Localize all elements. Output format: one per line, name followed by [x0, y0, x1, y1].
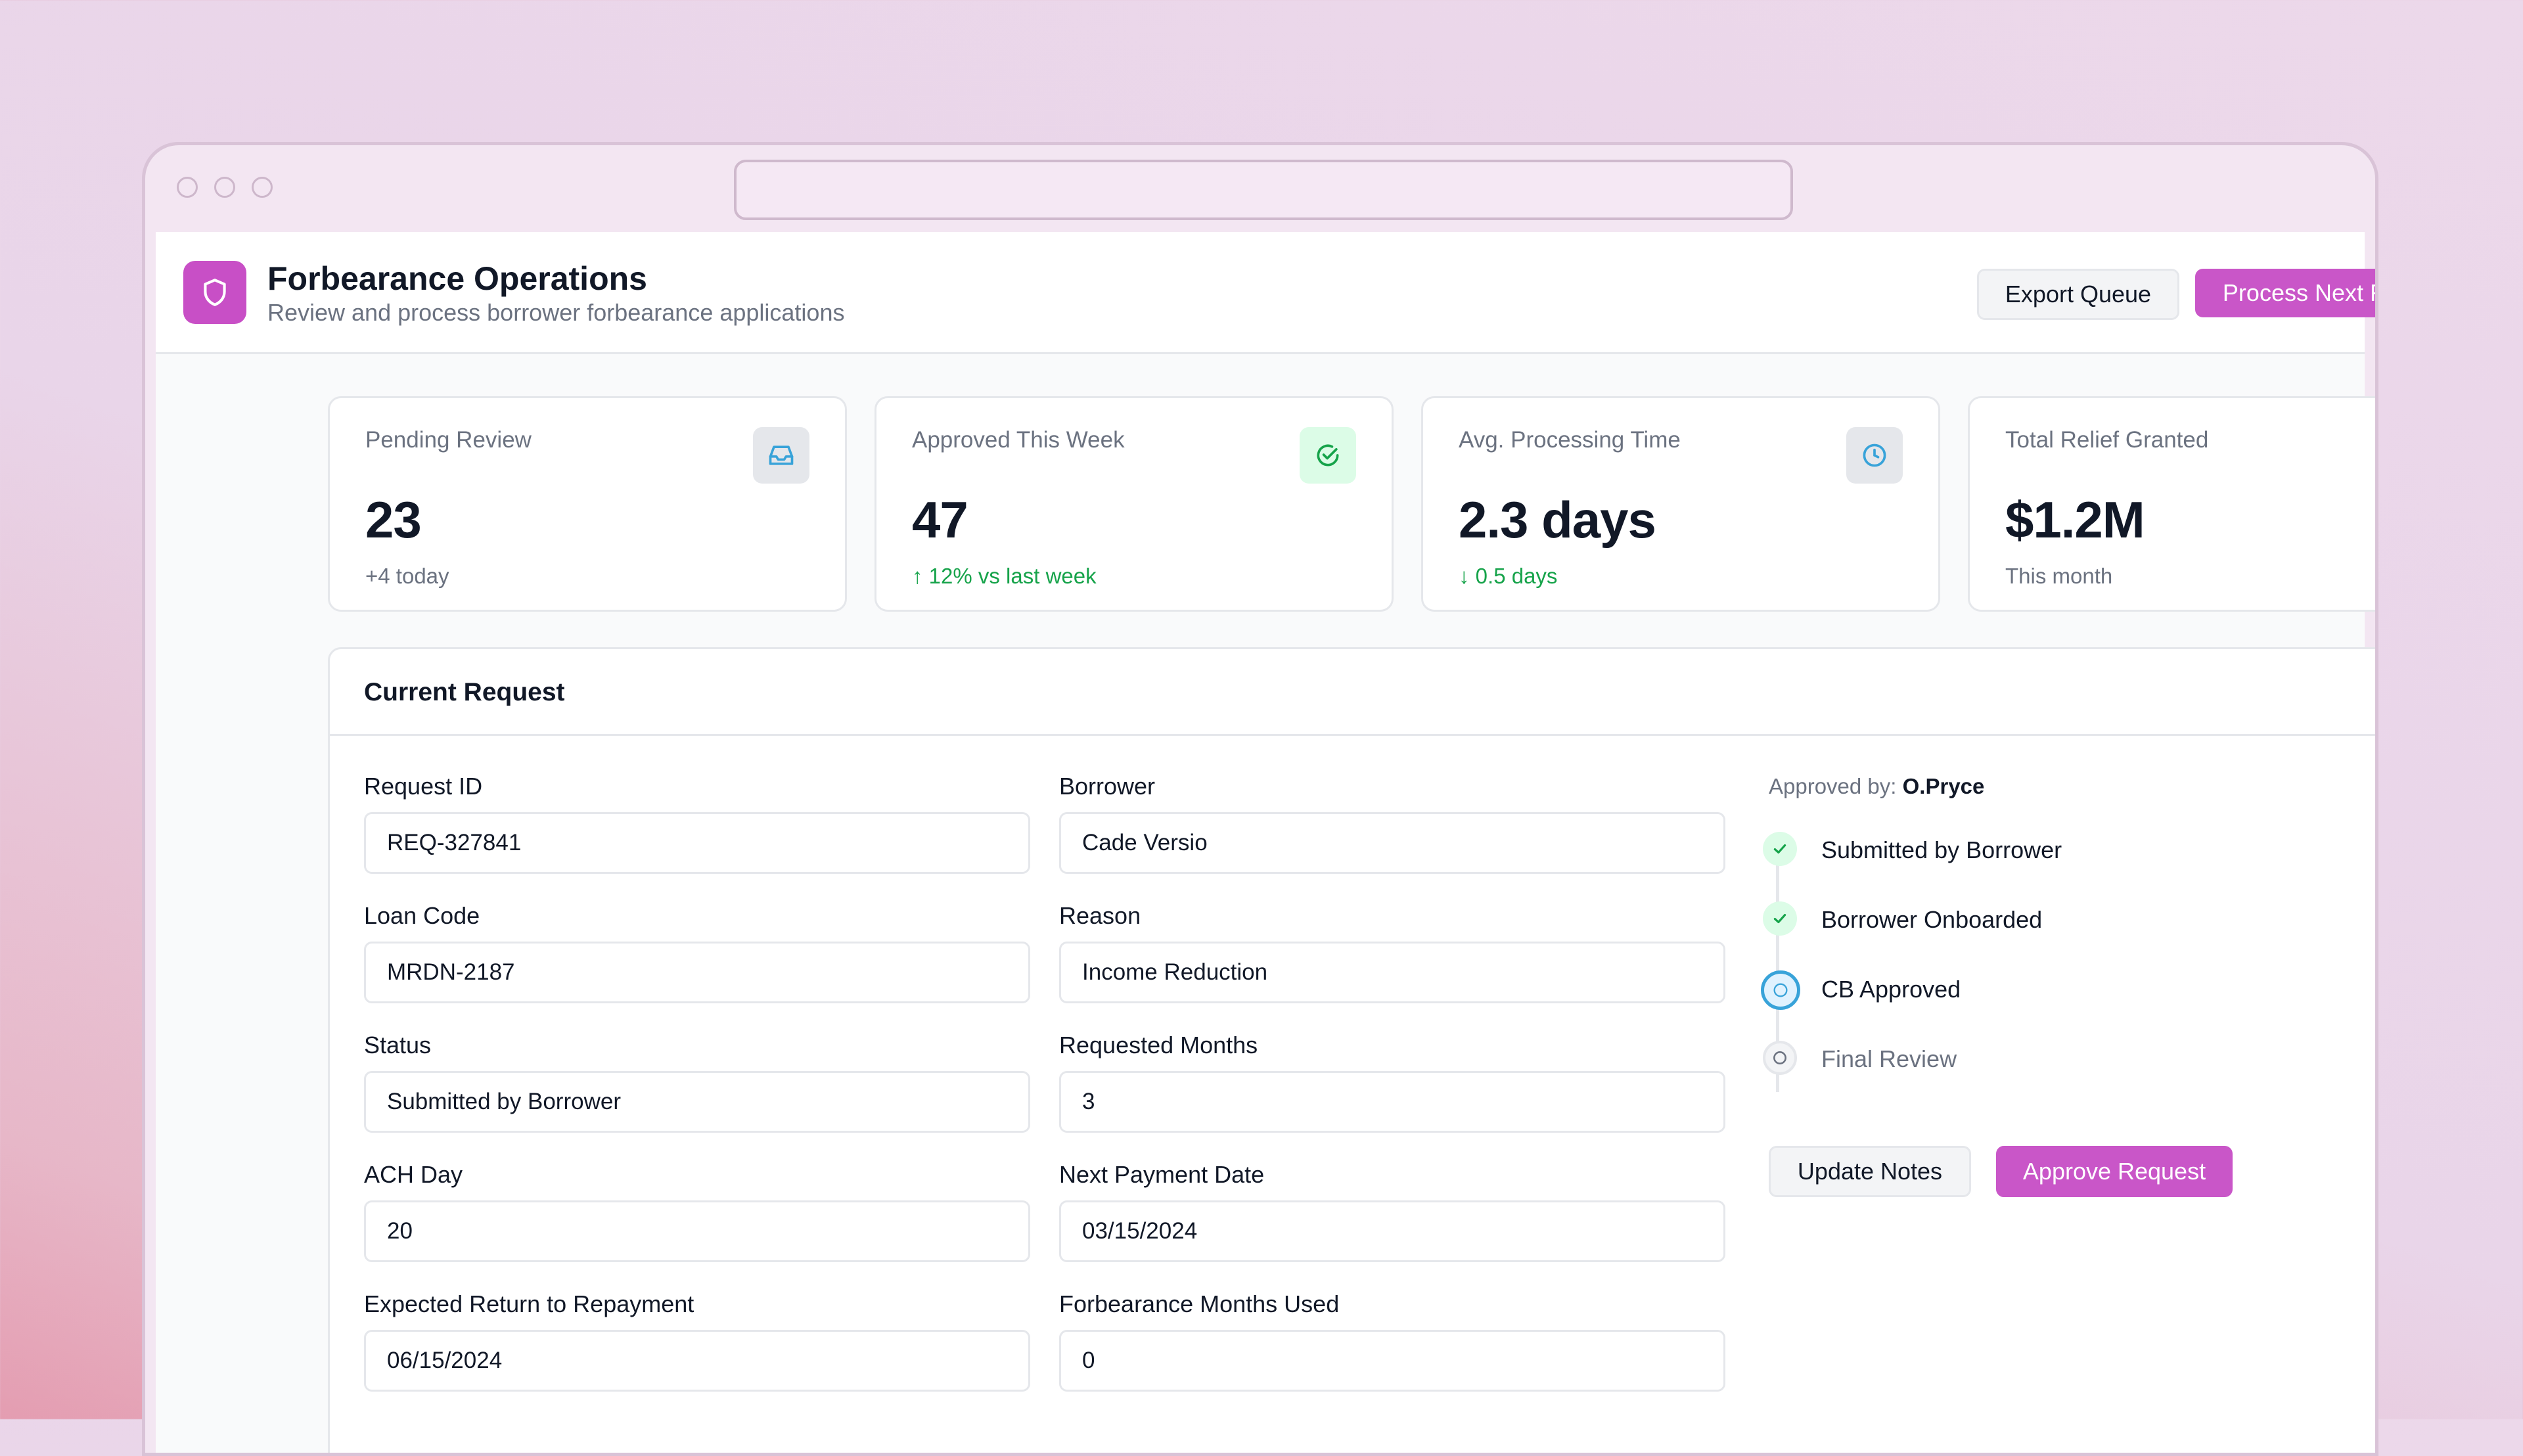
request-id-label: Request ID: [364, 773, 483, 800]
window-close-dot[interactable]: [177, 177, 198, 198]
stat-value: 23: [365, 491, 422, 549]
stat-card-total-relief-granted: Total Relief Granted $1.2M This month: [1968, 396, 2375, 612]
window-minimize-dot[interactable]: [214, 177, 235, 198]
ach-day-label: ACH Day: [364, 1161, 463, 1188]
step-done-check-icon: [1763, 832, 1797, 866]
requested-months-label: Requested Months: [1059, 1032, 1258, 1058]
approved-by: Approved by: O.Pryce: [1769, 774, 1984, 799]
stat-subtext: This month: [2005, 564, 2113, 588]
stat-card-approved-this-week: Approved This Week 47 ↑ 12% vs last week: [875, 396, 1394, 612]
app-content: Forbearance Operations Review and proces…: [156, 232, 2375, 1453]
check-circle-icon: [1300, 427, 1356, 484]
approve-request-button[interactable]: Approve Request: [1996, 1146, 2233, 1197]
stat-card-avg-processing-time: Avg. Processing Time 2.3 days ↓ 0.5 days: [1421, 396, 1940, 612]
reason-input[interactable]: Income Reduction: [1059, 942, 1725, 1003]
export-queue-button[interactable]: Export Queue: [1977, 269, 2179, 320]
next-payment-date-input[interactable]: 03/15/2024: [1059, 1200, 1725, 1262]
shield-logo-icon: [183, 261, 246, 324]
approved-by-name: O.Pryce: [1902, 774, 1985, 798]
forbearance-months-used-label: Forbearance Months Used: [1059, 1290, 1340, 1317]
step-done-check-icon: [1763, 901, 1797, 936]
next-payment-date-label: Next Payment Date: [1059, 1161, 1265, 1188]
request-id-input[interactable]: REQ-327841: [364, 812, 1030, 874]
window-maximize-dot[interactable]: [252, 177, 273, 198]
expected-return-label: Expected Return to Repayment: [364, 1290, 694, 1317]
timeline-step-final-review: Final Review: [1821, 1045, 1957, 1072]
timeline-step-submitted: Submitted by Borrower: [1821, 836, 2062, 863]
loan-code-label: Loan Code: [364, 902, 480, 929]
stat-label: Pending Review: [365, 427, 532, 453]
current-request-title: Current Request: [364, 678, 565, 706]
stat-value: 47: [912, 491, 968, 549]
timeline-step-onboarded: Borrower Onboarded: [1821, 906, 2043, 933]
process-next-request-button[interactable]: Process Next Request: [2195, 269, 2375, 317]
forbearance-months-used-input[interactable]: 0: [1059, 1330, 1725, 1392]
step-current-circle-icon: [1761, 970, 1800, 1010]
browser-window: Forbearance Operations Review and proces…: [142, 142, 2378, 1456]
borrower-input[interactable]: Cade Versio: [1059, 812, 1725, 874]
address-bar[interactable]: [734, 160, 1793, 220]
requested-months-input[interactable]: 3: [1059, 1071, 1725, 1133]
approved-by-label: Approved by:: [1769, 774, 1897, 798]
stat-card-pending-review: Pending Review 23 +4 today: [328, 396, 847, 612]
stat-trend: ↓ 0.5 days: [1459, 564, 1558, 588]
stat-label: Total Relief Granted: [2005, 427, 2209, 453]
stat-value: 2.3 days: [1459, 491, 1656, 549]
expected-return-input[interactable]: 06/15/2024: [364, 1330, 1030, 1392]
step-pending-circle-icon: [1763, 1041, 1797, 1075]
page-subtitle: Review and process borrower forbearance …: [267, 299, 845, 326]
borrower-label: Borrower: [1059, 773, 1156, 800]
timeline-step-cb-approved: CB Approved: [1821, 976, 1961, 1003]
status-input[interactable]: Submitted by Borrower: [364, 1071, 1030, 1133]
update-notes-button[interactable]: Update Notes: [1769, 1146, 1971, 1197]
app-header: Forbearance Operations Review and proces…: [156, 232, 2375, 354]
reason-label: Reason: [1059, 902, 1141, 929]
stat-trend: ↑ 12% vs last week: [912, 564, 1097, 588]
stat-subtext: +4 today: [365, 564, 449, 588]
inbox-icon: [753, 427, 809, 484]
page-title: Forbearance Operations: [267, 260, 647, 297]
current-request-card: Current Request Request ID REQ-327841 Lo…: [328, 647, 2375, 1453]
stat-value: $1.2M: [2005, 491, 2145, 549]
status-label: Status: [364, 1032, 432, 1058]
stat-label: Avg. Processing Time: [1459, 427, 1681, 453]
ach-day-input[interactable]: 20: [364, 1200, 1030, 1262]
current-request-header: Current Request: [330, 649, 2375, 736]
loan-code-input[interactable]: MRDN-2187: [364, 942, 1030, 1003]
clock-icon: [1846, 427, 1903, 484]
stat-label: Approved This Week: [912, 427, 1125, 453]
